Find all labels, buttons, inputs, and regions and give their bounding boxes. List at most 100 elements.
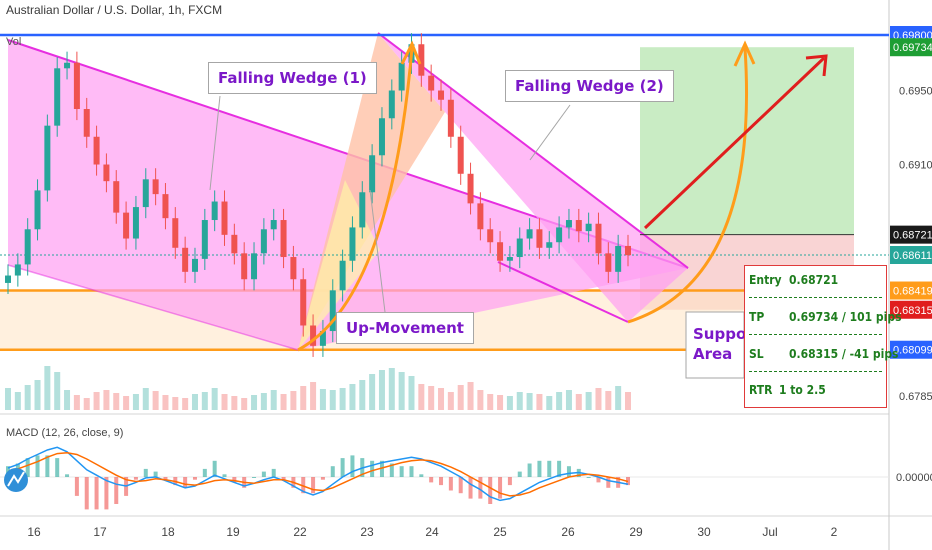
candle-body [241,253,248,280]
macd-histogram-bar [65,474,70,477]
candle-body [280,220,287,258]
macd-histogram-bar [557,460,562,477]
logo-mark-icon [7,471,25,487]
wedge1-callout: Falling Wedge (1) [208,62,377,94]
candle-body [44,125,51,191]
volume-bar [280,394,287,410]
candle-body [221,201,228,235]
volume-bar [625,392,631,410]
macd-histogram-bar [517,471,522,477]
candle-body [319,331,326,346]
volume-bar [467,382,474,410]
candle-body [447,99,454,137]
up-movement-pointer [369,189,386,313]
target-arrow [643,56,826,230]
candle-body [93,136,100,165]
volume-bar [191,394,198,410]
candle-body [132,207,139,239]
macd-histogram-bar [507,477,512,486]
price-tag-label: 0.68611 [893,250,932,262]
volume-bar [142,388,149,410]
macd-histogram-bar [320,477,325,480]
time-axis-label: 24 [425,525,439,539]
volume-bar [497,395,504,410]
volume-bar [565,390,572,410]
candle-body [113,181,120,213]
candle-body [565,220,572,228]
volume-bar [595,388,602,410]
wedge2-callout: Falling Wedge (2) [505,70,674,102]
volume-bar [388,368,395,410]
volume-bar [398,372,405,410]
candle-body [339,260,346,291]
macd-histogram-bar [379,460,384,477]
candle-body [516,238,523,258]
price-tag-label: 0.68315 [893,305,932,317]
macd-histogram-bar [458,477,463,494]
candle-body [457,136,464,174]
volume-bar [329,390,336,410]
macd-histogram-bar [547,460,552,477]
macd-histogram-bar [389,463,394,477]
volume-bar [536,394,543,410]
price-tag-label: 0.69734 [893,42,932,54]
volume-bar [162,395,169,410]
volume-bar [359,380,366,410]
macd-histogram-bar [488,477,493,504]
macd-histogram-bar [301,477,306,494]
support-callout-box [685,311,745,379]
volume-bar [83,398,90,410]
candle-body [585,223,592,232]
macd-histogram-bar [399,466,404,477]
time-axis-label: 18 [161,525,175,539]
candle-body [64,62,71,69]
macd-histogram-bar [527,463,532,477]
trade-separator [749,334,882,335]
volume-bar [290,391,297,410]
volume-bar [556,392,563,410]
time-axis-label: 25 [493,525,507,539]
volume-bar [339,388,346,410]
macd-histogram-bar [429,477,434,483]
volume-bar [24,385,31,410]
macd-histogram-bar [419,474,424,477]
candle-body [388,90,395,119]
time-axis-label: 19 [226,525,240,539]
time-axis-label: 16 [27,525,41,539]
candle-body [477,203,484,230]
chart-title: Australian Dollar / U.S. Dollar, 1h, FXC… [6,3,223,17]
candle-body [152,179,159,195]
candle-body [24,229,31,265]
candle-body [359,192,366,228]
volume-bar [221,394,228,410]
candle-body [142,179,149,208]
price-tag [890,38,932,57]
macd-histogram-bar [84,477,89,510]
volume-bar [506,396,513,410]
macd-histogram-bar [153,471,158,477]
macd-histogram-bar [202,468,207,477]
rtr-value: 1 to 2.5 [779,383,826,397]
target-arrowhead [805,54,828,77]
price-tag-label: 0.68721 [893,230,932,242]
macd-histogram-bar [409,466,414,477]
candle-body [438,90,445,100]
macd-histogram-bar [55,458,60,477]
candle-body [497,242,504,261]
macd-histogram-bar [340,458,345,477]
candle-body [73,62,80,110]
candle-body [251,253,258,280]
trade-separator [749,297,882,298]
volume-bar [310,382,317,410]
candle-body [605,253,612,272]
volume-bar [349,384,356,410]
time-axis-label: 26 [561,525,575,539]
macd-histogram-bar [212,460,217,477]
volume-bar [438,388,445,410]
macd-histogram-bar [114,477,119,504]
volume-bar [516,392,523,410]
candle-body [231,234,238,254]
volume-bar [182,398,189,410]
macd-histogram-bar [183,477,188,488]
candle-body [556,227,563,243]
